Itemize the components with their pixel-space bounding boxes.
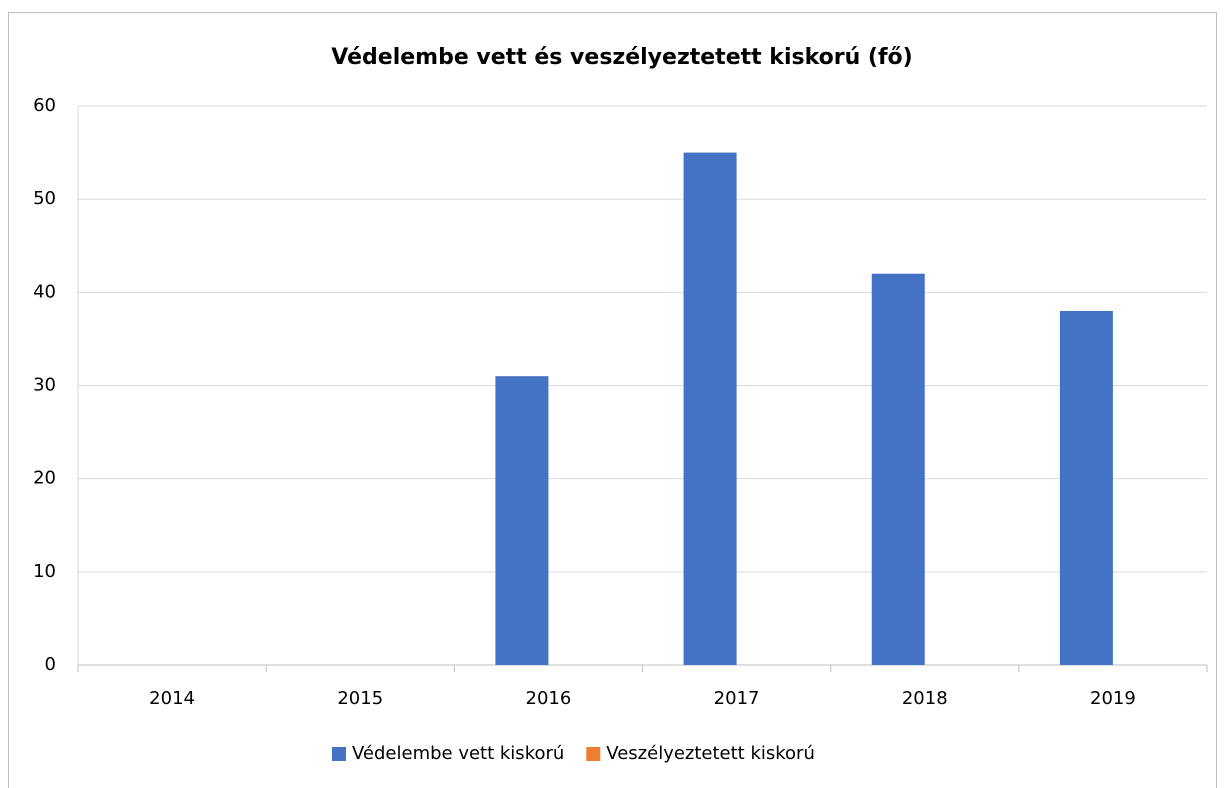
bar — [1059, 310, 1113, 665]
y-tick-label: 10 — [33, 561, 56, 582]
y-tick-label: 60 — [33, 95, 56, 116]
x-tick-label: 2016 — [526, 688, 572, 709]
y-tick-label: 50 — [33, 188, 56, 209]
x-tick-label: 2014 — [149, 688, 195, 709]
legend-swatch — [332, 747, 346, 761]
y-tick-label: 0 — [45, 654, 56, 675]
bar — [495, 376, 549, 665]
legend-label: Veszélyeztetett kiskorú — [606, 743, 815, 764]
y-tick-label: 20 — [33, 468, 56, 489]
x-tick-label: 2015 — [337, 688, 383, 709]
legend-label: Védelembe vett kiskorú — [352, 743, 564, 764]
x-tick-label: 2018 — [902, 688, 948, 709]
chart-title: Védelembe vett és veszélyeztetett kiskor… — [331, 45, 912, 70]
bar — [683, 152, 737, 666]
y-tick-label: 30 — [33, 375, 56, 396]
legend-swatch — [586, 747, 601, 761]
bar — [871, 273, 925, 665]
y-tick-label: 40 — [33, 281, 56, 302]
x-tick-label: 2019 — [1090, 688, 1136, 709]
chart-frame — [8, 12, 1217, 788]
x-tick-label: 2017 — [714, 688, 760, 709]
